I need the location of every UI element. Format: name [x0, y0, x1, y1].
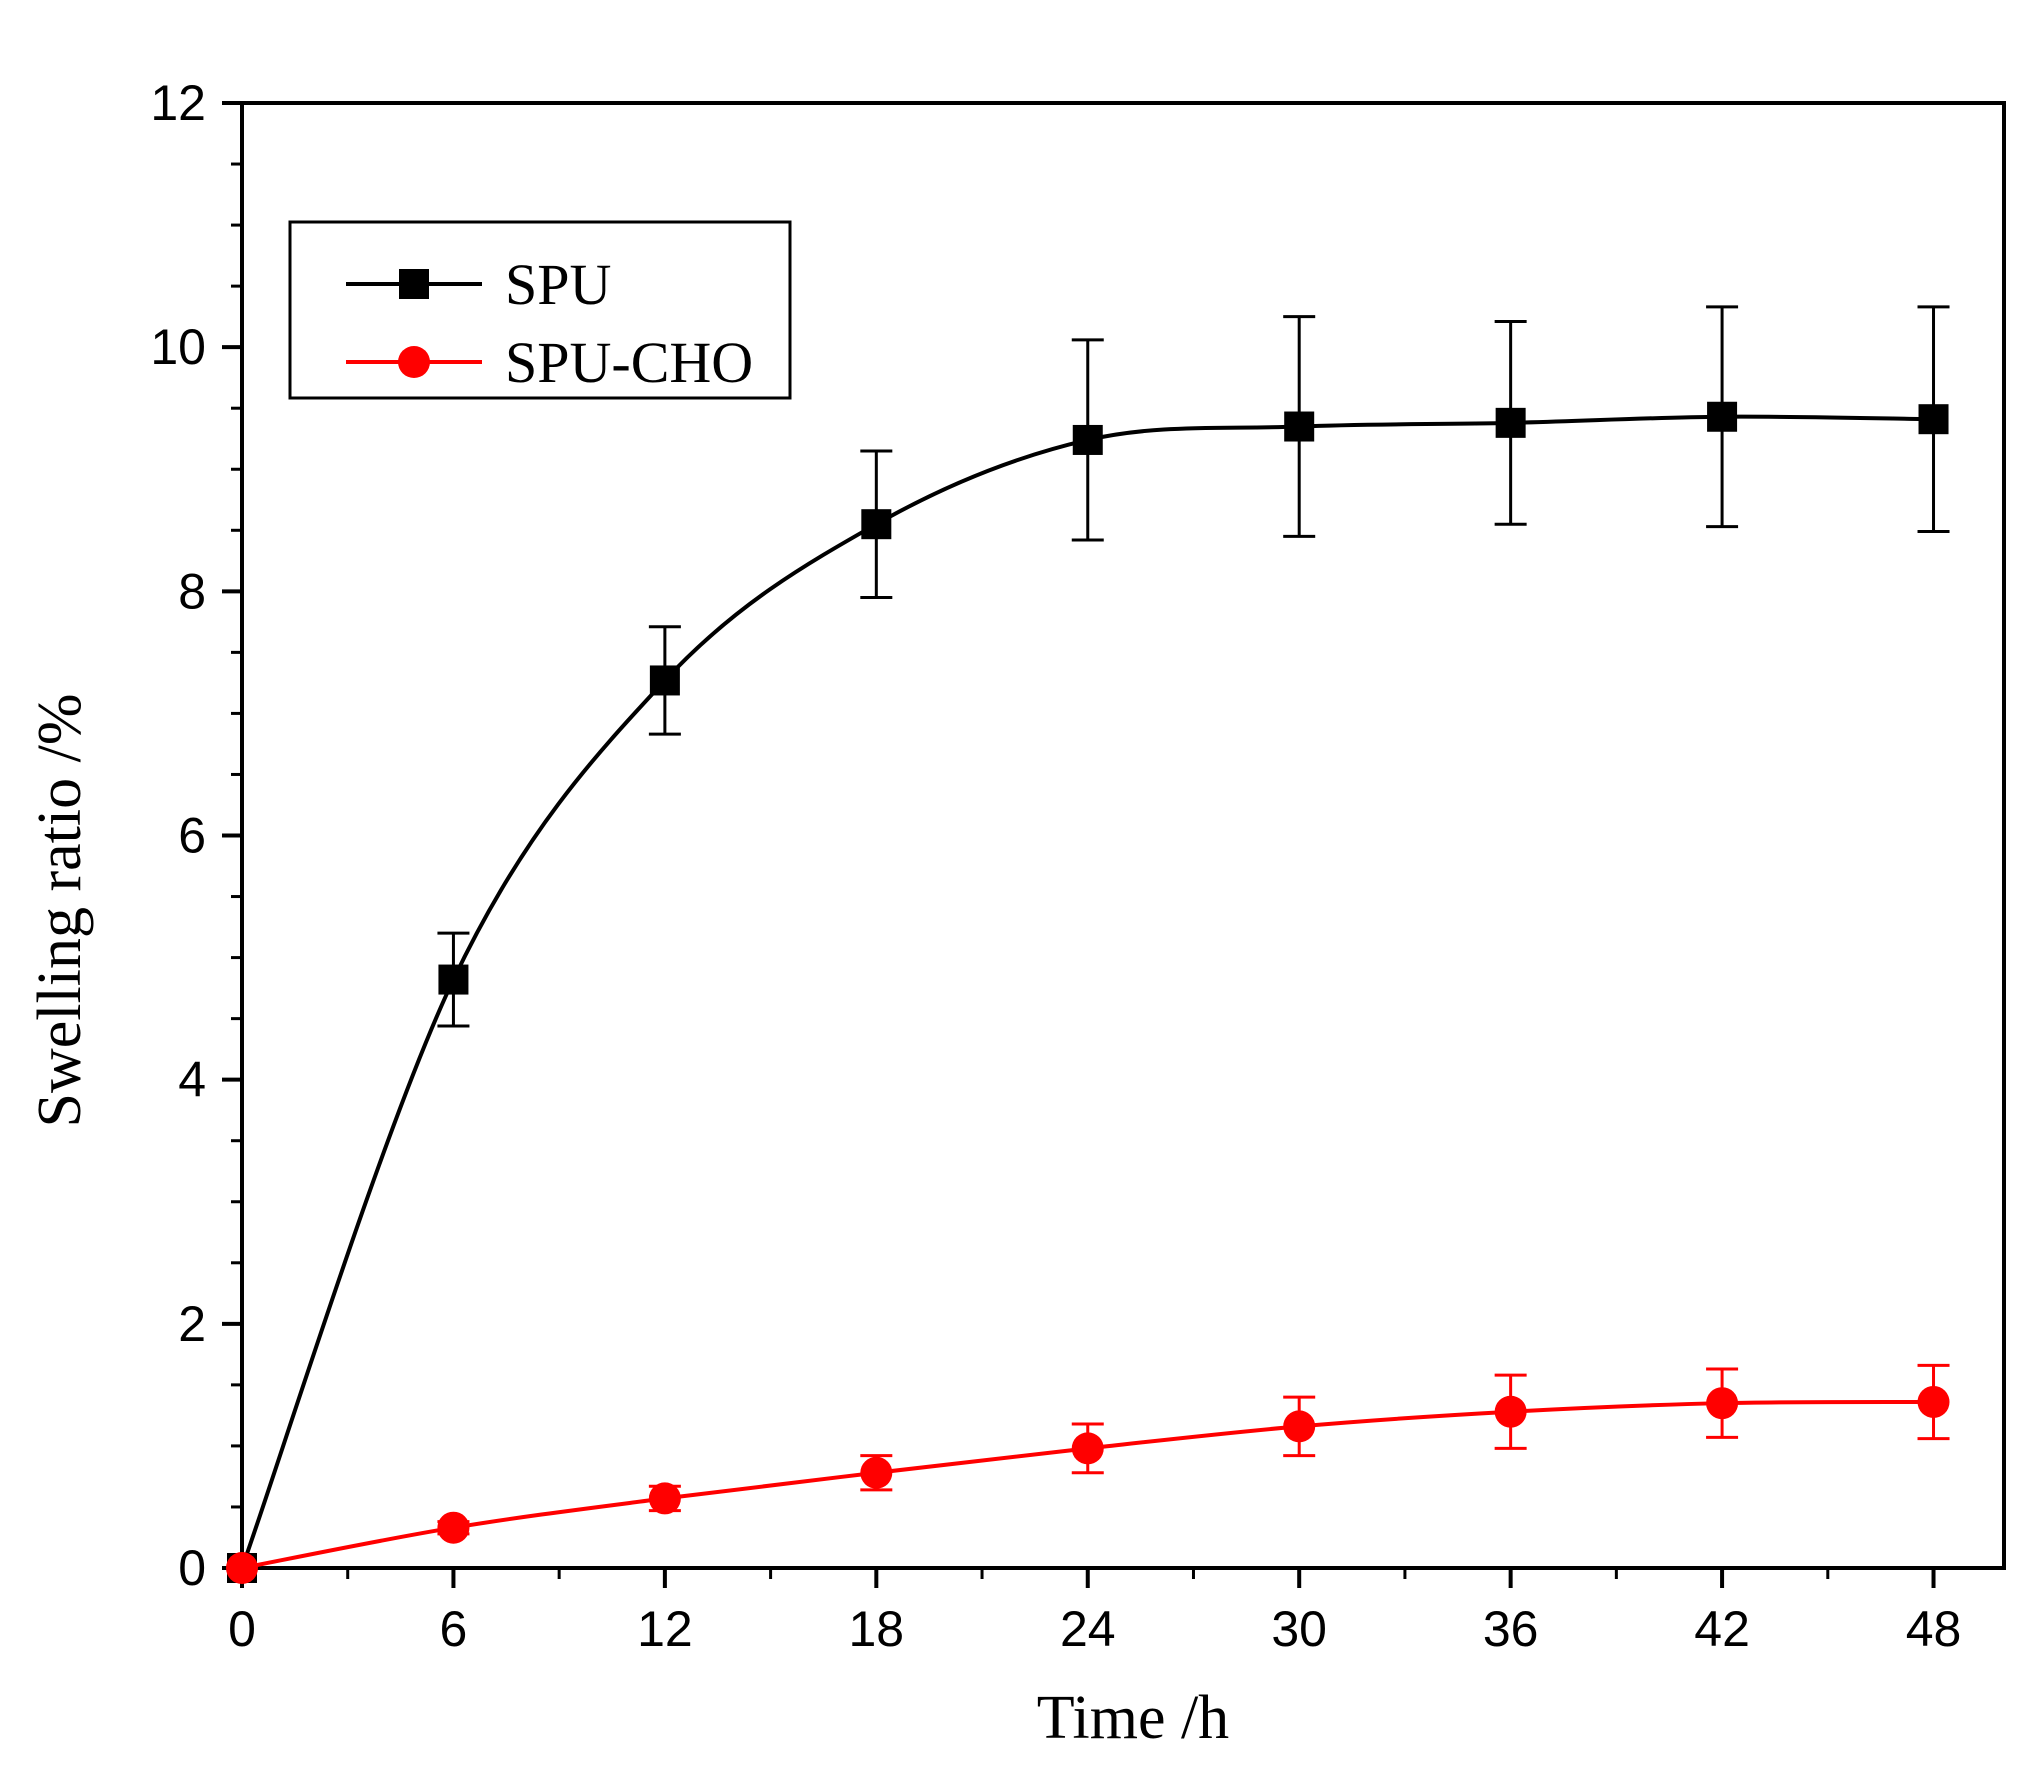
spu-cho-data-point — [1071, 1432, 1104, 1465]
legend-label-spu-cho: SPU-CHO — [505, 330, 753, 395]
y-axis-title: Swelling ratio /% — [26, 694, 94, 1128]
spu-data-point — [1918, 404, 1949, 435]
x-tick-label: 6 — [440, 1601, 468, 1657]
spu-data-point — [438, 964, 469, 995]
spu-cho-data-point — [1494, 1395, 1527, 1428]
y-tick-label: 4 — [178, 1052, 206, 1108]
x-axis-title: Time /h — [1037, 1684, 1229, 1752]
spu-cho-data-point — [860, 1456, 893, 1489]
spu-cho-data-point — [226, 1552, 258, 1584]
y-tick-label: 6 — [178, 808, 206, 864]
x-tick-label: 30 — [1271, 1601, 1327, 1657]
spu-data-point — [649, 665, 680, 696]
spu-data-point — [1284, 411, 1315, 442]
spu-cho-data-point — [437, 1511, 470, 1544]
spu-cho-data-point — [1283, 1410, 1316, 1443]
spu-cho-data-point — [1706, 1387, 1739, 1420]
spu-data-point — [861, 509, 892, 540]
spu-data-point — [1072, 424, 1103, 455]
x-tick-label: 42 — [1694, 1601, 1750, 1657]
legend-label-spu: SPU — [505, 252, 611, 317]
spu-cho-data-point — [1917, 1385, 1950, 1418]
spu-series-line — [240, 414, 1934, 1569]
legend-marker-spu-cho — [398, 346, 430, 378]
x-tick-label: 18 — [849, 1601, 905, 1657]
x-tick-label: 48 — [1906, 1601, 1962, 1657]
spu-data-point — [1707, 401, 1738, 432]
x-tick-label: 36 — [1483, 1601, 1539, 1657]
y-tick-label: 8 — [178, 563, 206, 619]
y-tick-label: 10 — [150, 319, 206, 375]
spu-cho-data-point — [648, 1482, 681, 1515]
x-tick-label: 12 — [637, 1601, 693, 1657]
legend-box — [288, 220, 792, 400]
y-tick-label: 0 — [178, 1540, 206, 1596]
legend-marker-spu — [399, 269, 429, 299]
x-tick-label: 0 — [228, 1601, 256, 1657]
x-tick-label: 24 — [1060, 1601, 1116, 1657]
y-tick-label: 2 — [178, 1296, 206, 1352]
spu-data-point — [1495, 407, 1526, 438]
y-tick-label: 12 — [150, 75, 206, 131]
